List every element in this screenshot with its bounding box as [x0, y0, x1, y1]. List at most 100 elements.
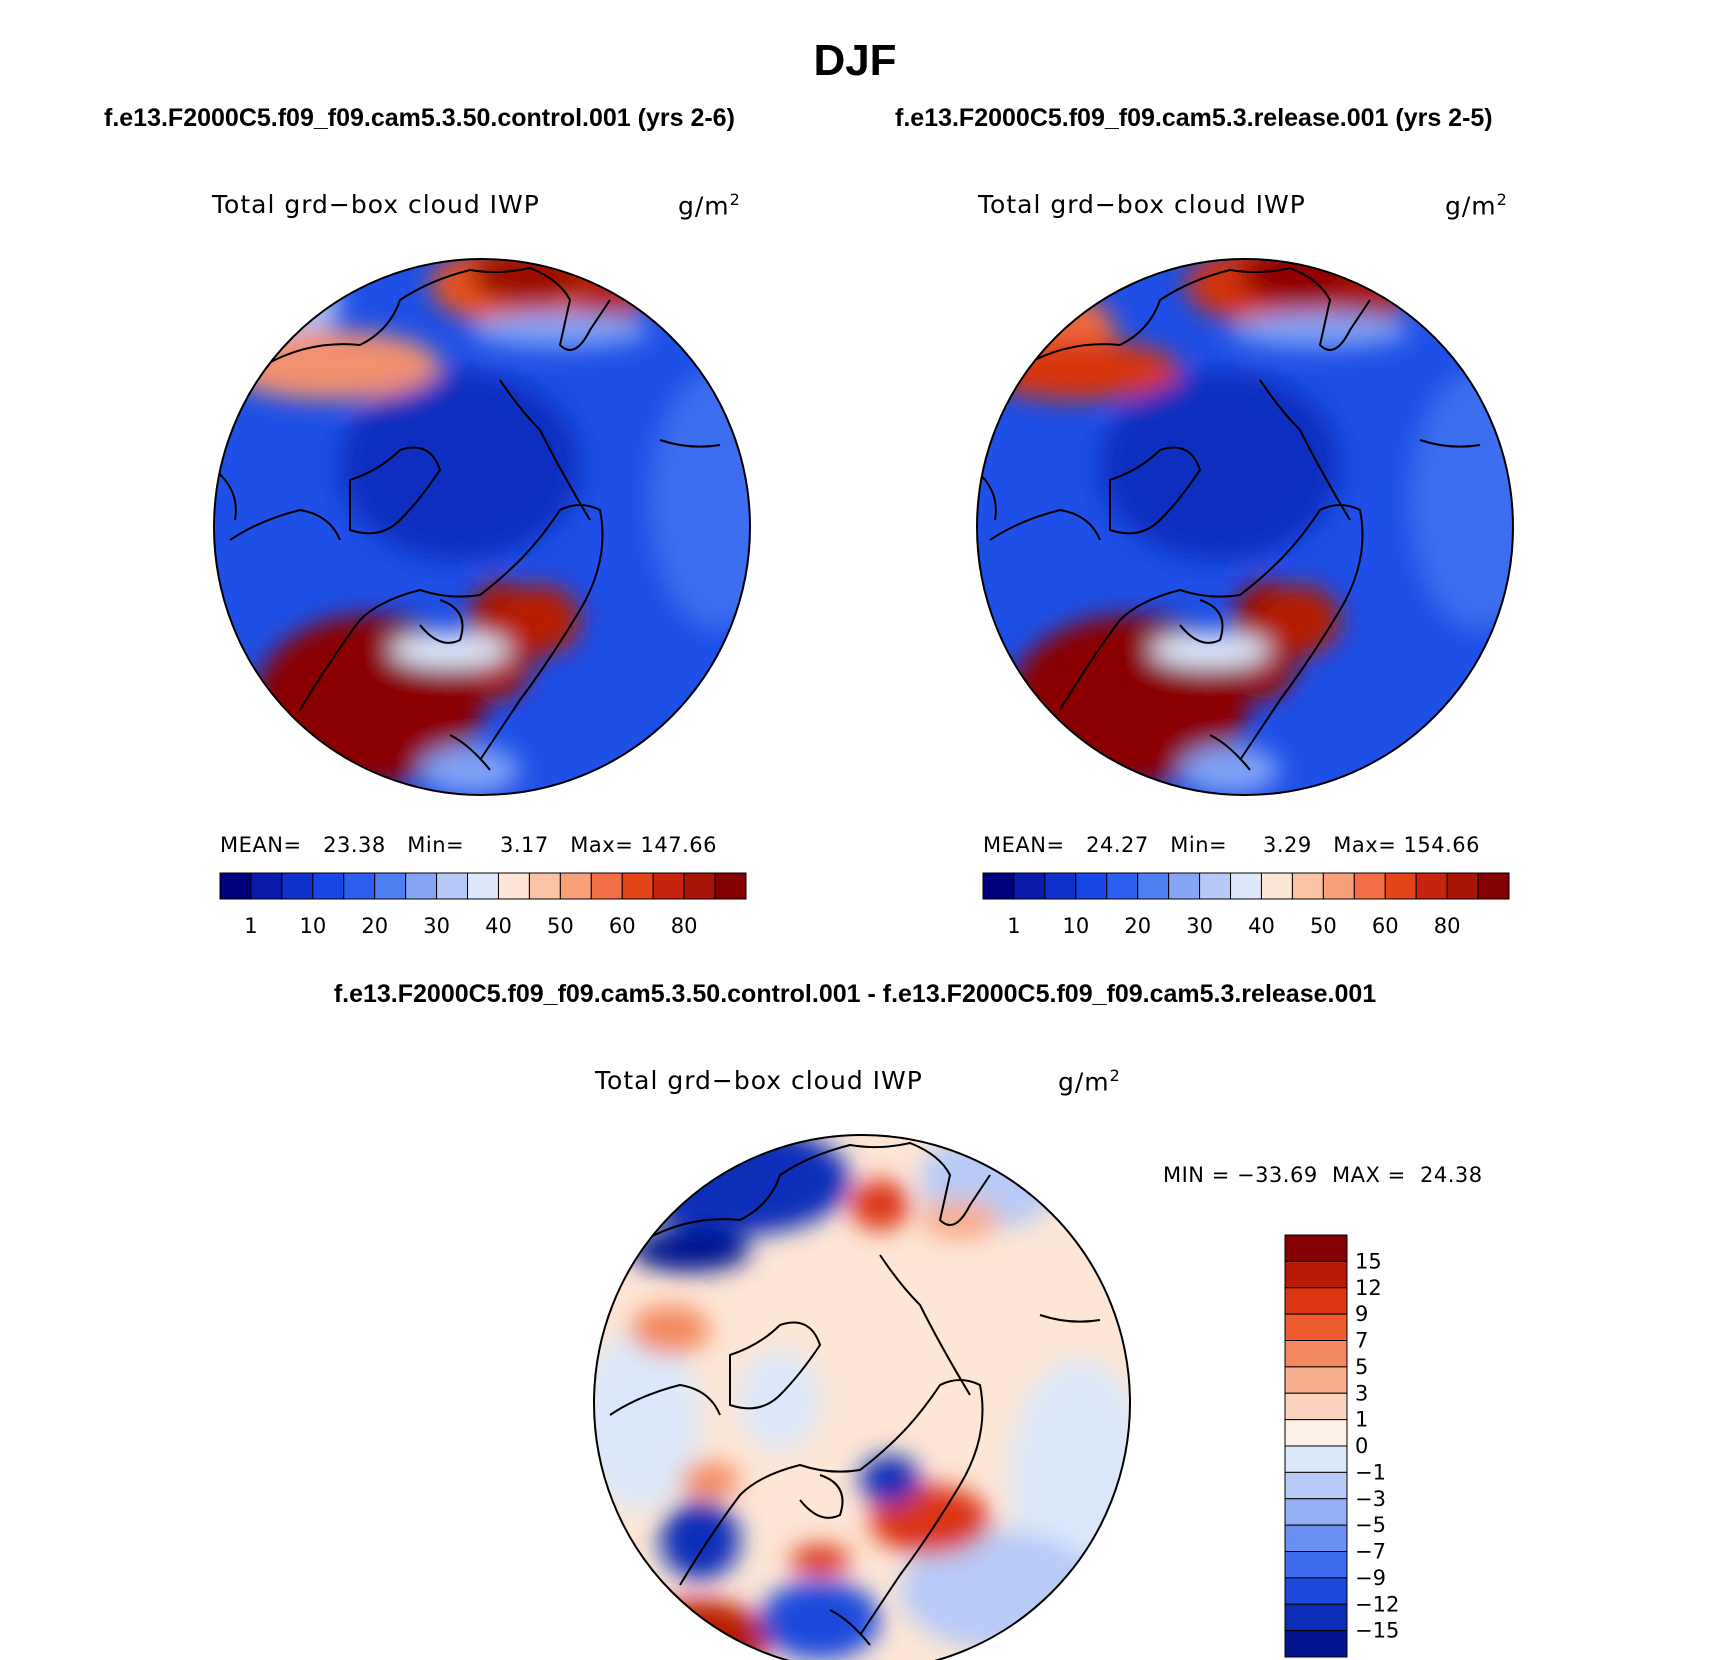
colorbar-difference-swatch — [1284, 1340, 1348, 1368]
colorbar-control-swatch — [219, 872, 252, 900]
colorbar-control-swatch — [374, 872, 407, 900]
colorbar-release-swatch — [1260, 872, 1293, 900]
colorbar-release-swatch — [1291, 872, 1324, 900]
colorbar-control-tick-label: 50 — [547, 914, 574, 938]
colorbar-control-swatch — [497, 872, 530, 900]
polar-map-control — [213, 258, 751, 796]
colorbar-release-swatch — [1013, 872, 1046, 900]
case-title-control: f.e13.F2000C5.f09_f09.cam5.3.50.control.… — [104, 104, 735, 132]
colorbar-difference-tick-label: −12 — [1355, 1592, 1399, 1616]
colorbar-control-swatch — [714, 872, 747, 900]
colorbar-difference-tick-label: 12 — [1355, 1276, 1382, 1300]
colorbar-difference-swatch — [1284, 1471, 1348, 1500]
colorbar-release-swatch — [1168, 872, 1201, 900]
colorbar-difference-tick-label: −7 — [1355, 1540, 1386, 1564]
colorbar-difference-swatch — [1284, 1287, 1348, 1315]
colorbar-release-swatch — [1415, 872, 1448, 900]
colorbar-release-swatch — [1137, 872, 1170, 900]
colorbar-difference: 15 129 753 10−1 −3−5 −7−9−12 −15 — [1284, 1234, 1399, 1658]
colorbar-difference-tick-label: 0 — [1355, 1434, 1368, 1458]
colorbar-release-tick-label: 20 — [1124, 914, 1151, 938]
colorbar-difference-swatch — [1284, 1419, 1348, 1447]
colorbar-difference-tick-label: 1 — [1355, 1408, 1368, 1432]
colorbar-control-swatch — [467, 872, 499, 900]
colorbar-difference-tick-label: 9 — [1355, 1302, 1368, 1326]
units-label-control: g/m2 — [678, 190, 741, 221]
colorbar-release-tick-label: 40 — [1248, 914, 1275, 938]
colorbar-difference-swatch — [1284, 1551, 1348, 1579]
colorbar-difference-tick-label: −1 — [1355, 1460, 1386, 1484]
colorbar-release-tick-label: 60 — [1372, 914, 1399, 938]
colorbar-difference-swatch — [1284, 1366, 1348, 1394]
figure-title: DJF — [813, 36, 897, 85]
colorbar-control-tick-label: 30 — [423, 914, 450, 938]
colorbar-release: 1 10 20 30 40 50 60 80 — [982, 872, 1510, 938]
colorbar-control-tick-label: 80 — [671, 914, 698, 938]
colorbar-release-tick-label: 30 — [1186, 914, 1213, 938]
colorbar-difference-tick-label: 5 — [1355, 1355, 1368, 1379]
colorbar-control-swatch — [590, 872, 623, 900]
variable-label-difference: Total grd−box cloud IWP — [595, 1066, 923, 1095]
colorbar-control-swatch — [405, 872, 438, 900]
colorbar-difference-swatch — [1284, 1603, 1348, 1632]
polar-map-difference — [593, 1134, 1131, 1660]
colorbar-release-swatch — [1353, 872, 1386, 900]
colorbar-control-swatch — [683, 872, 716, 900]
colorbar-control-swatch — [436, 872, 469, 900]
colorbar-release-swatch — [1106, 872, 1139, 900]
colorbar-difference-swatch — [1284, 1234, 1348, 1262]
case-title-difference: f.e13.F2000C5.f09_f09.cam5.3.50.control.… — [333, 980, 1377, 1008]
colorbar-difference-tick-label: −3 — [1355, 1487, 1386, 1511]
colorbar-control-tick-label: 1 — [244, 914, 257, 938]
colorbar-difference-swatch — [1284, 1577, 1348, 1605]
colorbar-release-tick-label: 80 — [1434, 914, 1461, 938]
colorbar-release-tick-label: 10 — [1062, 914, 1089, 938]
colorbar-control-tick-label: 20 — [361, 914, 388, 938]
colorbar-release-swatch — [1075, 872, 1108, 900]
colorbar-control-swatch — [528, 872, 561, 900]
polar-map-release — [976, 258, 1514, 796]
colorbar-release-swatch — [1199, 872, 1232, 900]
variable-label-control: Total grd−box cloud IWP — [212, 190, 540, 219]
variable-label-release: Total grd−box cloud IWP — [978, 190, 1306, 219]
colorbar-control-swatch — [343, 872, 376, 900]
colorbar-control-tick-label: 10 — [299, 914, 326, 938]
colorbar-difference-swatch — [1284, 1260, 1348, 1289]
colorbar-difference-tick-label: 7 — [1355, 1329, 1368, 1353]
colorbar-control-tick-label: 60 — [609, 914, 636, 938]
colorbar-control-swatch — [652, 872, 685, 900]
colorbar-release-swatch — [1477, 872, 1510, 900]
colorbar-difference-tick-label: −15 — [1355, 1619, 1399, 1643]
colorbar-difference-swatch — [1284, 1524, 1348, 1552]
colorbar-difference-swatch — [1284, 1313, 1348, 1341]
stats-difference: MIN = −33.69 MAX = 24.38 — [1163, 1163, 1483, 1187]
colorbar-difference-tick-label: −9 — [1355, 1566, 1386, 1590]
colorbar-difference-swatch — [1284, 1630, 1348, 1658]
case-title-release: f.e13.F2000C5.f09_f09.cam5.3.release.001… — [895, 104, 1493, 132]
colorbar-difference-swatch — [1284, 1392, 1348, 1421]
colorbar-control-swatch — [281, 872, 314, 900]
colorbar-difference-tick-label: 3 — [1355, 1381, 1368, 1405]
colorbar-difference-swatch — [1284, 1445, 1348, 1473]
units-label-difference: g/m2 — [1058, 1066, 1121, 1097]
stats-release: MEAN= 24.27 Min= 3.29 Max= 154.66 — [983, 833, 1480, 857]
colorbar-release-swatch — [982, 872, 1015, 900]
colorbar-release-tick-label: 1 — [1007, 914, 1020, 938]
colorbar-difference-swatch — [1284, 1498, 1348, 1526]
colorbar-control-swatch — [559, 872, 592, 900]
colorbar-control-swatch — [312, 872, 345, 900]
colorbar-difference-tick-label: 15 — [1355, 1249, 1382, 1273]
colorbar-control-tick-label: 40 — [485, 914, 512, 938]
colorbar-release-swatch — [1044, 872, 1077, 900]
colorbar-release-swatch — [1322, 872, 1355, 900]
colorbar-release-swatch — [1384, 872, 1417, 900]
colorbar-release-swatch — [1446, 872, 1479, 900]
colorbar-control-swatch — [250, 872, 283, 900]
colorbar-control-swatch — [621, 872, 654, 900]
colorbar-control: 1 10 20 30 40 50 60 80 — [219, 872, 747, 938]
colorbar-release-tick-label: 50 — [1310, 914, 1337, 938]
colorbar-difference-tick-label: −5 — [1355, 1513, 1386, 1537]
colorbar-release-swatch — [1230, 872, 1262, 900]
units-label-release: g/m2 — [1445, 190, 1508, 221]
